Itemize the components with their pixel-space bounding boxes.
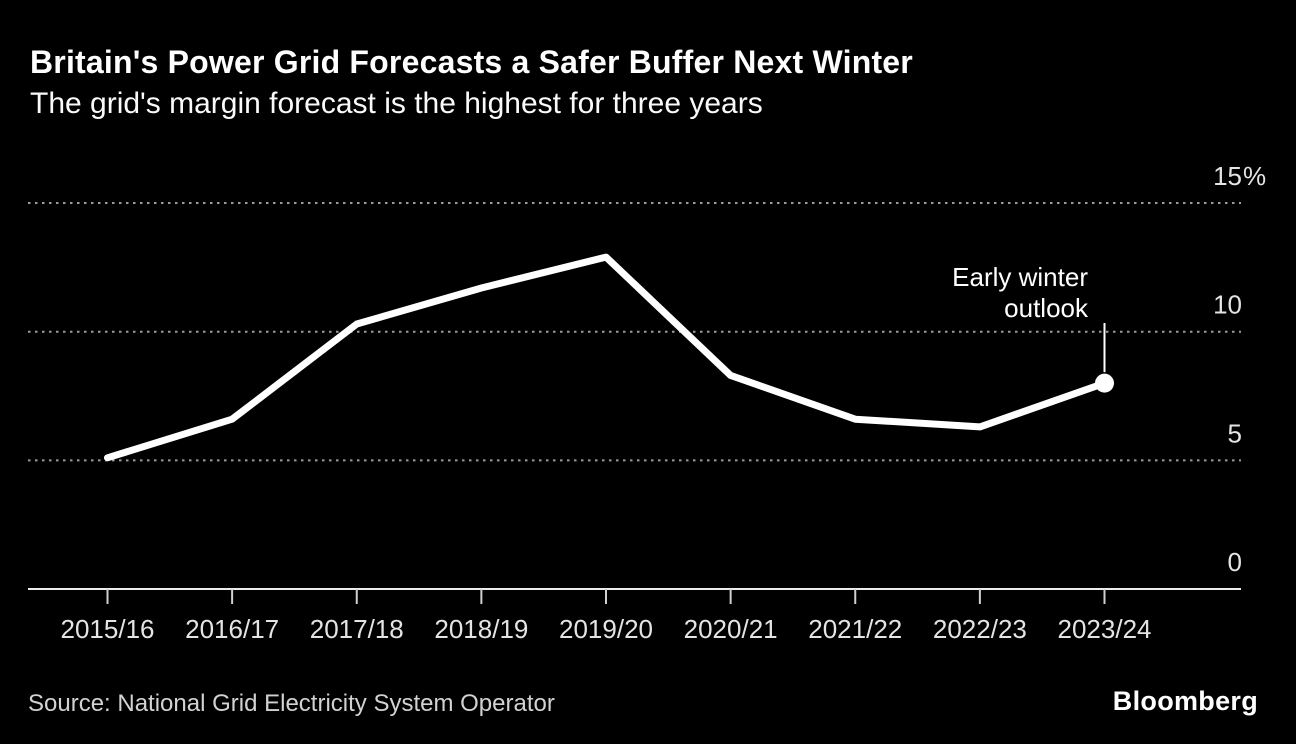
x-tick-label-2: 2017/18 [310, 614, 404, 644]
chart-title: Britain's Power Grid Forecasts a Safer B… [30, 44, 913, 80]
y-tick-label-0: 0 [1228, 547, 1242, 577]
source-note: Source: National Grid Electricity System… [28, 690, 555, 717]
bloomberg-logo: Bloomberg [1112, 686, 1258, 716]
y-tick-label-10: 10 [1213, 290, 1242, 320]
early-winter-outlook-annotation: Early winter outlook [952, 262, 1088, 324]
x-tick-label-3: 2018/19 [434, 614, 528, 644]
annotation-line-2: outlook [1004, 293, 1088, 323]
x-tick-label-5: 2020/21 [684, 614, 778, 644]
x-tick-label-4: 2019/20 [559, 614, 653, 644]
x-tick-label-0: 2015/16 [61, 614, 155, 644]
x-tick-label-8: 2023/24 [1058, 614, 1152, 644]
chart-subtitle: The grid's margin forecast is the highes… [30, 87, 763, 120]
y-tick-label-15: 15 [1213, 161, 1242, 191]
y-tick-percent-sign: % [1243, 161, 1266, 191]
x-tick-label-1: 2016/17 [185, 614, 279, 644]
annotation-line-1: Early winter [952, 262, 1088, 292]
x-tick-label-7: 2022/23 [933, 614, 1027, 644]
x-tick-label-6: 2021/22 [808, 614, 902, 644]
y-tick-label-5: 5 [1228, 418, 1242, 448]
early-winter-outlook-point [1095, 373, 1114, 393]
forecast-line-series [104, 253, 1108, 462]
